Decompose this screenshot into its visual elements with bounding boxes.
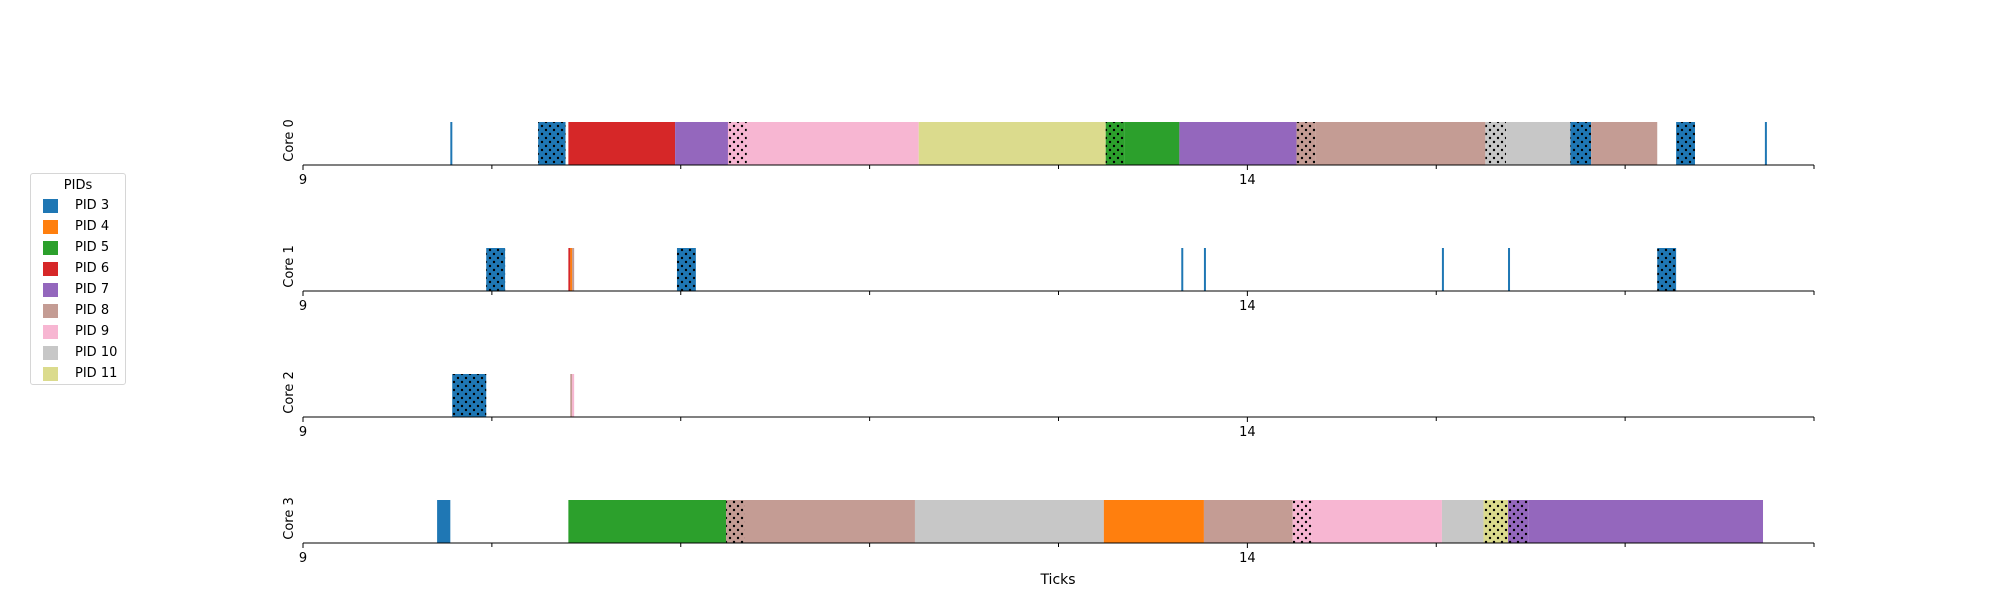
segment-pid-6 [568, 248, 571, 291]
legend-swatch [43, 304, 58, 318]
legend-swatch [43, 241, 58, 255]
segment-pid-8 [1591, 122, 1658, 165]
segment-pid-8 [572, 248, 575, 291]
legend-item-pid-5: PID 5 [31, 237, 125, 258]
core-label: Core 1 [282, 245, 297, 288]
x-tick-label: 14 [1239, 173, 1256, 188]
segment-pid-3 [1181, 248, 1184, 291]
core-label: Core 3 [282, 497, 297, 540]
segment-hatch [1483, 500, 1509, 543]
segment-pid-4 [570, 248, 573, 291]
core-label: Core 0 [282, 119, 297, 162]
segment-pid-6 [568, 122, 676, 165]
core-panel-1: 9 14 Core 1 [282, 245, 1815, 314]
segment-pid-9 [1311, 500, 1442, 543]
legend-swatch [43, 346, 58, 360]
segment-pid-3 [437, 500, 451, 543]
core-label: Core 2 [282, 371, 297, 414]
segment-hatch [452, 374, 487, 417]
legend-title: PIDs [63, 178, 93, 193]
legend-label: PID 3 [75, 198, 110, 213]
legend-label: PID 4 [75, 219, 110, 234]
legend-item-pid-11: PID 11 [31, 363, 125, 384]
segment-pid-3 [1441, 248, 1444, 291]
segment-pid-9 [746, 122, 919, 165]
legend-item-pid-3: PID 3 [31, 195, 125, 216]
legend-items: PID 3 PID 4 PID 5 PID 6 PID 7 PID 8 PID 9 PID 1… [31, 195, 125, 384]
segment-pid-4 [1103, 500, 1204, 543]
x-tick-label: 14 [1239, 425, 1256, 440]
segment-hatch [726, 500, 745, 543]
x-axis-label: Ticks [1039, 572, 1075, 588]
segment-pid-5 [1124, 122, 1180, 165]
legend-swatch [43, 199, 58, 213]
legend-label: PID 8 [75, 303, 110, 318]
legend-label: PID 6 [75, 261, 110, 276]
segment-hatch [1105, 122, 1125, 165]
x-tick-label: 9 [299, 425, 307, 440]
segment-hatch [676, 248, 696, 291]
segment-pid-7 [1179, 122, 1297, 165]
segment-pid-10 [914, 500, 1104, 543]
segment-hatch [1570, 122, 1592, 165]
legend-swatch [43, 283, 58, 297]
legend-item-pid-4: PID 4 [31, 216, 125, 237]
segment-pid-8 [570, 374, 573, 417]
legend-swatch [43, 325, 58, 339]
core-panel-2: 9 14 Core 2 [282, 371, 1815, 440]
legend-swatch [43, 367, 58, 381]
legend-item-pid-6: PID 6 [31, 258, 125, 279]
segment-pid-9 [572, 374, 575, 417]
segment-pid-5 [568, 500, 727, 543]
segment-hatch [1292, 500, 1312, 543]
segment-pid-10 [1441, 500, 1484, 543]
x-tick-label: 14 [1239, 299, 1256, 314]
segment-pid-8 [744, 500, 915, 543]
legend-swatch [43, 262, 58, 276]
legend-item-pid-10: PID 10 [31, 342, 125, 363]
segment-hatch [1657, 248, 1677, 291]
segment-pid-3 [450, 122, 453, 165]
segment-pid-7 [1528, 500, 1764, 543]
segment-pid-3 [1203, 248, 1206, 291]
segment-hatch [1508, 500, 1529, 543]
legend-label: PID 9 [75, 324, 110, 339]
segment-pid-8 [1203, 500, 1293, 543]
x-tick-label: 9 [299, 299, 307, 314]
legend-label: PID 11 [75, 366, 118, 381]
x-tick-label: 9 [299, 173, 307, 188]
legend-label: PID 10 [75, 345, 118, 360]
segment-pid-10 [1506, 122, 1571, 165]
segment-pid-11 [918, 122, 1106, 165]
x-tick-label: 14 [1239, 551, 1256, 566]
segment-pid-8 [1315, 122, 1486, 165]
legend: PIDs PID 3 PID 4 PID 5 PID 6 PID 7 PID 8 PID 9… [30, 173, 126, 385]
x-tick-label: 9 [299, 551, 307, 566]
legend-item-pid-9: PID 9 [31, 321, 125, 342]
segment-hatch [538, 122, 566, 165]
core-panel-3: 9 14 Core 3 [282, 497, 1815, 566]
legend-label: PID 5 [75, 240, 110, 255]
segment-pid-3 [1508, 248, 1511, 291]
legend-label: PID 7 [75, 282, 110, 297]
core-panel-0: 9 14 Core 0 [282, 119, 1815, 188]
legend-item-pid-8: PID 8 [31, 300, 125, 321]
segment-pid-3 [1764, 122, 1767, 165]
legend-swatch [43, 220, 58, 234]
segment-hatch [727, 122, 747, 165]
segment-pid-7 [675, 122, 728, 165]
legend-item-pid-7: PID 7 [31, 279, 125, 300]
segment-hatch [1676, 122, 1696, 165]
segment-hatch [1296, 122, 1316, 165]
segment-hatch [1485, 122, 1507, 165]
segment-hatch [486, 248, 506, 291]
